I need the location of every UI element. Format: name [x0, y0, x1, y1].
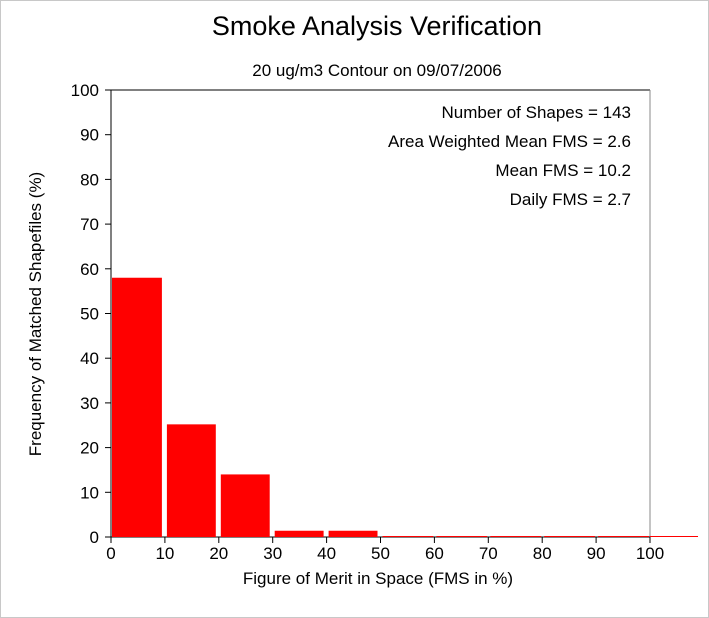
x-tick-label-40: 40 — [317, 544, 336, 563]
y-axis-label: Frequency of Matched Shapefiles (%) — [26, 172, 45, 456]
stat-number-of-shapes: Number of Shapes = 143 — [442, 103, 631, 122]
y-tick-label-50: 50 — [80, 305, 99, 324]
bar-30-40 — [274, 530, 324, 537]
y-tick-label-30: 30 — [80, 394, 99, 413]
y-tick-label-70: 70 — [80, 215, 99, 234]
bar-10-20 — [166, 424, 216, 537]
stat-daily-fms: Daily FMS = 2.7 — [510, 190, 631, 209]
bar-40-50 — [328, 530, 378, 537]
x-axis-ticks: 0 10 20 30 40 50 60 70 80 90 100 — [106, 537, 664, 563]
x-tick-label-80: 80 — [533, 544, 552, 563]
x-tick-label-10: 10 — [155, 544, 174, 563]
y-axis-ticks: 0 10 20 30 40 50 60 70 80 90 100 — [71, 81, 111, 547]
bar-series — [112, 277, 698, 537]
y-tick-label-90: 90 — [80, 126, 99, 145]
y-tick-label-100: 100 — [71, 81, 99, 100]
x-tick-label-50: 50 — [371, 544, 390, 563]
x-tick-label-30: 30 — [263, 544, 282, 563]
x-tick-label-0: 0 — [106, 544, 115, 563]
x-tick-label-100: 100 — [636, 544, 664, 563]
chart-title: Smoke Analysis Verification — [212, 11, 542, 41]
stats-annotations: Number of Shapes = 143 Area Weighted Mea… — [388, 103, 631, 209]
y-tick-label-0: 0 — [90, 528, 99, 547]
x-tick-label-20: 20 — [209, 544, 228, 563]
x-axis-label: Figure of Merit in Space (FMS in %) — [243, 569, 513, 588]
bar-20-30 — [220, 474, 270, 537]
x-tick-label-60: 60 — [425, 544, 444, 563]
y-tick-label-80: 80 — [80, 170, 99, 189]
stat-mean-fms: Mean FMS = 10.2 — [495, 161, 631, 180]
x-tick-label-90: 90 — [587, 544, 606, 563]
stat-area-weighted-mean-fms: Area Weighted Mean FMS = 2.6 — [388, 132, 631, 151]
bar-0-10 — [112, 277, 162, 537]
chart-subtitle: 20 ug/m3 Contour on 09/07/2006 — [252, 61, 502, 80]
y-tick-label-20: 20 — [80, 439, 99, 458]
x-tick-label-70: 70 — [479, 544, 498, 563]
y-tick-label-40: 40 — [80, 349, 99, 368]
y-tick-label-60: 60 — [80, 260, 99, 279]
y-tick-label-10: 10 — [80, 483, 99, 502]
